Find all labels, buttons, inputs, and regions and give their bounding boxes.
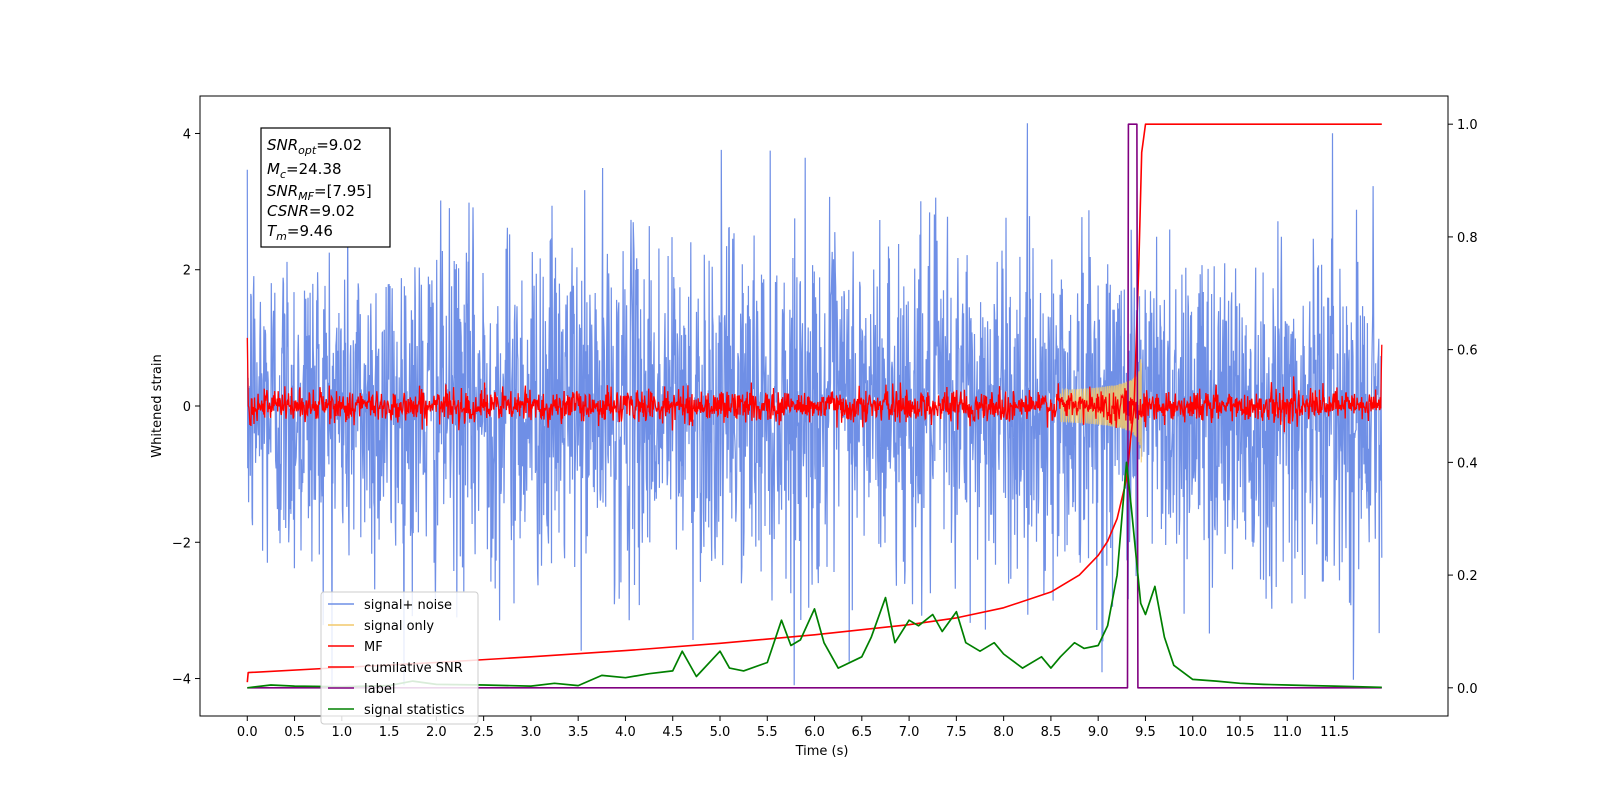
y-tick-label: −4	[172, 673, 191, 688]
annotation-line-mc: Mc=24.38	[267, 160, 342, 181]
series-signal-statistics-line	[247, 461, 1382, 689]
series-label-line	[247, 123, 1382, 689]
y2-tick-label: 0.8	[1457, 231, 1478, 246]
x-tick-label: 7.5	[946, 725, 967, 740]
x-tick-label: 3.0	[521, 725, 542, 740]
legend-label: MF	[364, 640, 383, 655]
y-tick-label: 4	[183, 127, 191, 142]
x-tick-label: 3.5	[568, 725, 589, 740]
x-tick-label: 1.5	[379, 725, 400, 740]
y2-tick-label: 1.0	[1457, 118, 1478, 133]
y-tick-label: −2	[172, 536, 191, 551]
x-tick-label: 4.5	[662, 725, 683, 740]
legend-label: signal statistics	[364, 703, 465, 718]
x-tick-label: 7.0	[899, 725, 920, 740]
annotation-line-tm: Tm=9.46	[267, 222, 333, 243]
y-axis-label: Whitened strain	[150, 354, 165, 457]
legend-label: signal+ noise	[364, 598, 452, 613]
x-tick-label: 9.0	[1088, 725, 1109, 740]
legend-label: label	[364, 682, 395, 697]
series-mf-line	[246, 337, 1383, 433]
x-tick-label: 4.0	[615, 725, 636, 740]
x-tick-label: 2.5	[473, 725, 494, 740]
x-tick-label: 1.0	[331, 725, 352, 740]
x-tick-label: 8.0	[993, 725, 1014, 740]
x-tick-label: 11.5	[1320, 725, 1349, 740]
legend-item-mf: MF	[328, 640, 383, 655]
x-axis: 0.0 0.5 1.0 1.5 2.0 2.5 3.0 3.5 4.0 4.5 5.0 5.5 6.0 6…	[237, 716, 1349, 740]
y-tick-label: 0	[183, 400, 191, 415]
x-tick-label: 8.5	[1041, 725, 1062, 740]
y-tick-label: 2	[183, 264, 191, 279]
annotation-line-snr-opt: SNRopt=9.02	[267, 136, 362, 157]
y2-tick-label: 0.2	[1457, 569, 1478, 584]
legend-item-signal-statistics: signal statistics	[328, 703, 465, 718]
chart-legend: signal+ noise signal only MF cumilative …	[320, 591, 479, 725]
legend-label: cumilative SNR	[364, 661, 463, 676]
x-tick-label: 11.0	[1273, 725, 1302, 740]
x-tick-label: 9.5	[1135, 725, 1156, 740]
y-axis-left: −4 −2 0 2 4	[172, 127, 200, 688]
x-tick-label: 0.5	[284, 725, 305, 740]
x-axis-label: Time (s)	[795, 744, 849, 759]
y2-tick-label: 0.6	[1457, 344, 1478, 359]
annotation-frame	[260, 127, 391, 248]
legend-item-label: label	[328, 682, 395, 697]
y2-tick-label: 0.4	[1457, 456, 1478, 471]
x-tick-label: 0.0	[237, 725, 258, 740]
annotation-line-csnr: CSNR=9.02	[267, 202, 355, 220]
y-axis-right: 0.0 0.2 0.4 0.6 0.8 1.0	[1448, 118, 1478, 697]
legend-label: signal only	[364, 619, 434, 634]
legend-item-signal-only: signal only	[328, 619, 434, 634]
plot-area	[246, 123, 1383, 689]
annotation-line-snr-mf: SNRMF=[7.95]	[267, 182, 372, 203]
x-tick-label: 5.0	[710, 725, 731, 740]
series-cumulative-snr-line	[246, 123, 1382, 683]
x-tick-label: 6.0	[804, 725, 825, 740]
legend-frame	[320, 591, 479, 725]
x-tick-label: 10.0	[1178, 725, 1207, 740]
x-tick-label: 5.5	[757, 725, 778, 740]
x-tick-label: 10.5	[1226, 725, 1255, 740]
y2-tick-label: 0.0	[1457, 682, 1478, 697]
stats-annotation-box: SNRopt=9.02 Mc=24.38 SNRMF=[7.95] CSNR=9…	[260, 127, 391, 248]
legend-item-signal-noise: signal+ noise	[328, 598, 452, 613]
x-tick-label: 2.0	[426, 725, 447, 740]
x-tick-label: 6.5	[851, 725, 872, 740]
legend-item-cumulative-snr: cumilative SNR	[328, 661, 463, 676]
